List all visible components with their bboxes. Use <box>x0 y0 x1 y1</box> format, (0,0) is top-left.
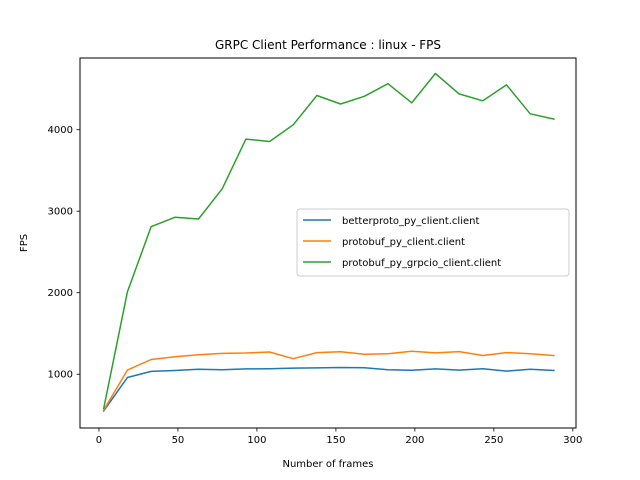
x-axis-label: Number of frames <box>282 459 373 470</box>
series-line-1 <box>102 366 555 412</box>
x-tick-label: 200 <box>405 435 424 446</box>
y-tick-label: 1000 <box>48 370 73 381</box>
series-layer <box>102 72 555 412</box>
chart-title: GRPC Client Performance : linux - FPS <box>215 38 441 52</box>
series-line-2 <box>102 350 555 412</box>
legend-box <box>296 208 570 277</box>
y-tick-label: 3000 <box>48 207 73 218</box>
y-tick-label: 4000 <box>48 125 73 136</box>
legend-label-1: betterproto_py_client.client <box>342 216 479 227</box>
x-tick-label: 250 <box>484 435 503 446</box>
x-axis-ticks: 0 50 100 150 200 250 300 <box>96 428 582 446</box>
plot-frame <box>79 57 577 429</box>
x-tick-label: 150 <box>326 435 345 446</box>
legend-label-3: protobuf_py_grpcio_client.client <box>342 258 501 269</box>
x-tick-label: 300 <box>563 435 582 446</box>
x-tick-label: 0 <box>96 435 102 446</box>
x-tick-label: 50 <box>172 435 185 446</box>
series-line-3 <box>102 72 555 410</box>
legend: betterproto_py_client.client protobuf_py_… <box>296 208 570 277</box>
legend-label-2: protobuf_py_client.client <box>342 237 465 248</box>
y-tick-label: 2000 <box>48 288 73 299</box>
x-tick-label: 100 <box>247 435 266 446</box>
y-axis-ticks: 1000 2000 3000 4000 <box>48 125 80 381</box>
y-axis-label: FPS <box>19 234 30 252</box>
